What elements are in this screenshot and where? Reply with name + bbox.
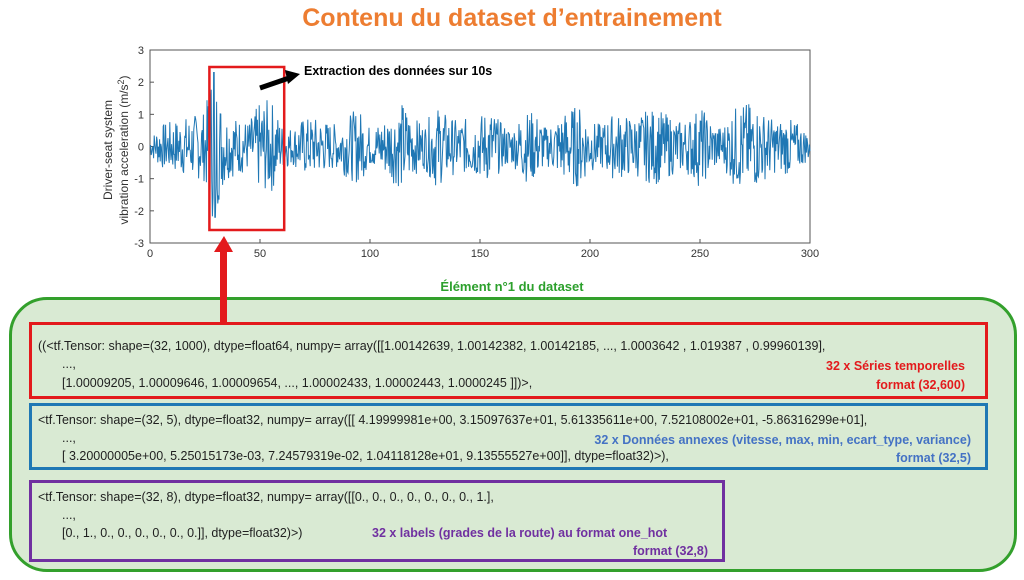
- y-tick-label: -1: [134, 174, 144, 186]
- annex-tensor-box: <tf.Tensor: shape=(32, 5), dtype=float32…: [29, 403, 988, 470]
- dataset-element-label: Élément n°1 du dataset: [440, 279, 584, 294]
- y-tick-label: 1: [138, 109, 144, 121]
- annex-format-note: format (32,5): [895, 451, 971, 465]
- page-title: Contenu du dataset d’entrainement: [302, 4, 722, 32]
- labels-format-note: format (32,8): [632, 544, 708, 558]
- code-line: ...,: [62, 508, 76, 522]
- annotation-arrowhead: [285, 70, 300, 84]
- code-line: [ 3.20000005e+00, 5.25015173e-03, 7.2457…: [62, 449, 669, 463]
- y-axis-label-line1: Driver-seat system: [101, 100, 115, 200]
- y-tick-label: 3: [138, 45, 144, 57]
- annotation-arrow: [259, 74, 293, 91]
- series-note: 32 x Séries temporelles: [826, 359, 965, 373]
- x-tick-label: 0: [147, 248, 153, 260]
- code-line: [1.00009205, 1.00009646, 1.00009654, ...…: [62, 376, 533, 390]
- code-line: <tf.Tensor: shape=(32, 5), dtype=float32…: [38, 413, 868, 427]
- y-tick-label: 2: [138, 77, 144, 89]
- x-tick-label: 300: [801, 248, 819, 260]
- y-tick-label: -3: [134, 238, 144, 250]
- x-tick-label: 100: [361, 248, 379, 260]
- x-tick-label: 50: [254, 248, 266, 260]
- labels-tensor-box: <tf.Tensor: shape=(32, 8), dtype=float32…: [29, 480, 725, 562]
- y-tick-label: -2: [134, 206, 144, 218]
- plot-area: 0 50 100 150 200 250 300 3 2 1 0 -1 -2 -3: [134, 45, 819, 260]
- chart-annotation: Extraction des données sur 10s: [304, 64, 492, 78]
- timeseries-tensor-box: ((<tf.Tensor: shape=(32, 1000), dtype=fl…: [29, 322, 988, 399]
- labels-note: 32 x labels (grades de la route) au form…: [372, 526, 668, 540]
- code-line: <tf.Tensor: shape=(32, 8), dtype=float32…: [38, 490, 494, 504]
- annex-note: 32 x Données annexes (vitesse, max, min,…: [594, 433, 971, 447]
- code-line: ((<tf.Tensor: shape=(32, 1000), dtype=fl…: [38, 339, 826, 353]
- code-line: [0., 1., 0., 0., 0., 0., 0., 0.]], dtype…: [62, 526, 303, 540]
- vibration-chart: 0 50 100 150 200 250 300 3 2 1 0 -1 -2 -3 Driver-seat…: [101, 45, 819, 260]
- series-format-note: format (32,600): [876, 378, 965, 392]
- y-tick-label: 0: [138, 142, 144, 154]
- x-tick-label: 200: [581, 248, 599, 260]
- y-axis-label-line2: vibration acceleration (m/s2): [116, 75, 131, 224]
- pointer-arrow: [214, 236, 233, 326]
- series-line: [149, 72, 811, 218]
- code-line: ...,: [62, 357, 76, 371]
- extraction-highlight: [208, 65, 286, 232]
- x-tick-label: 150: [471, 248, 489, 260]
- code-line: ...,: [62, 431, 76, 445]
- x-tick-label: 250: [691, 248, 709, 260]
